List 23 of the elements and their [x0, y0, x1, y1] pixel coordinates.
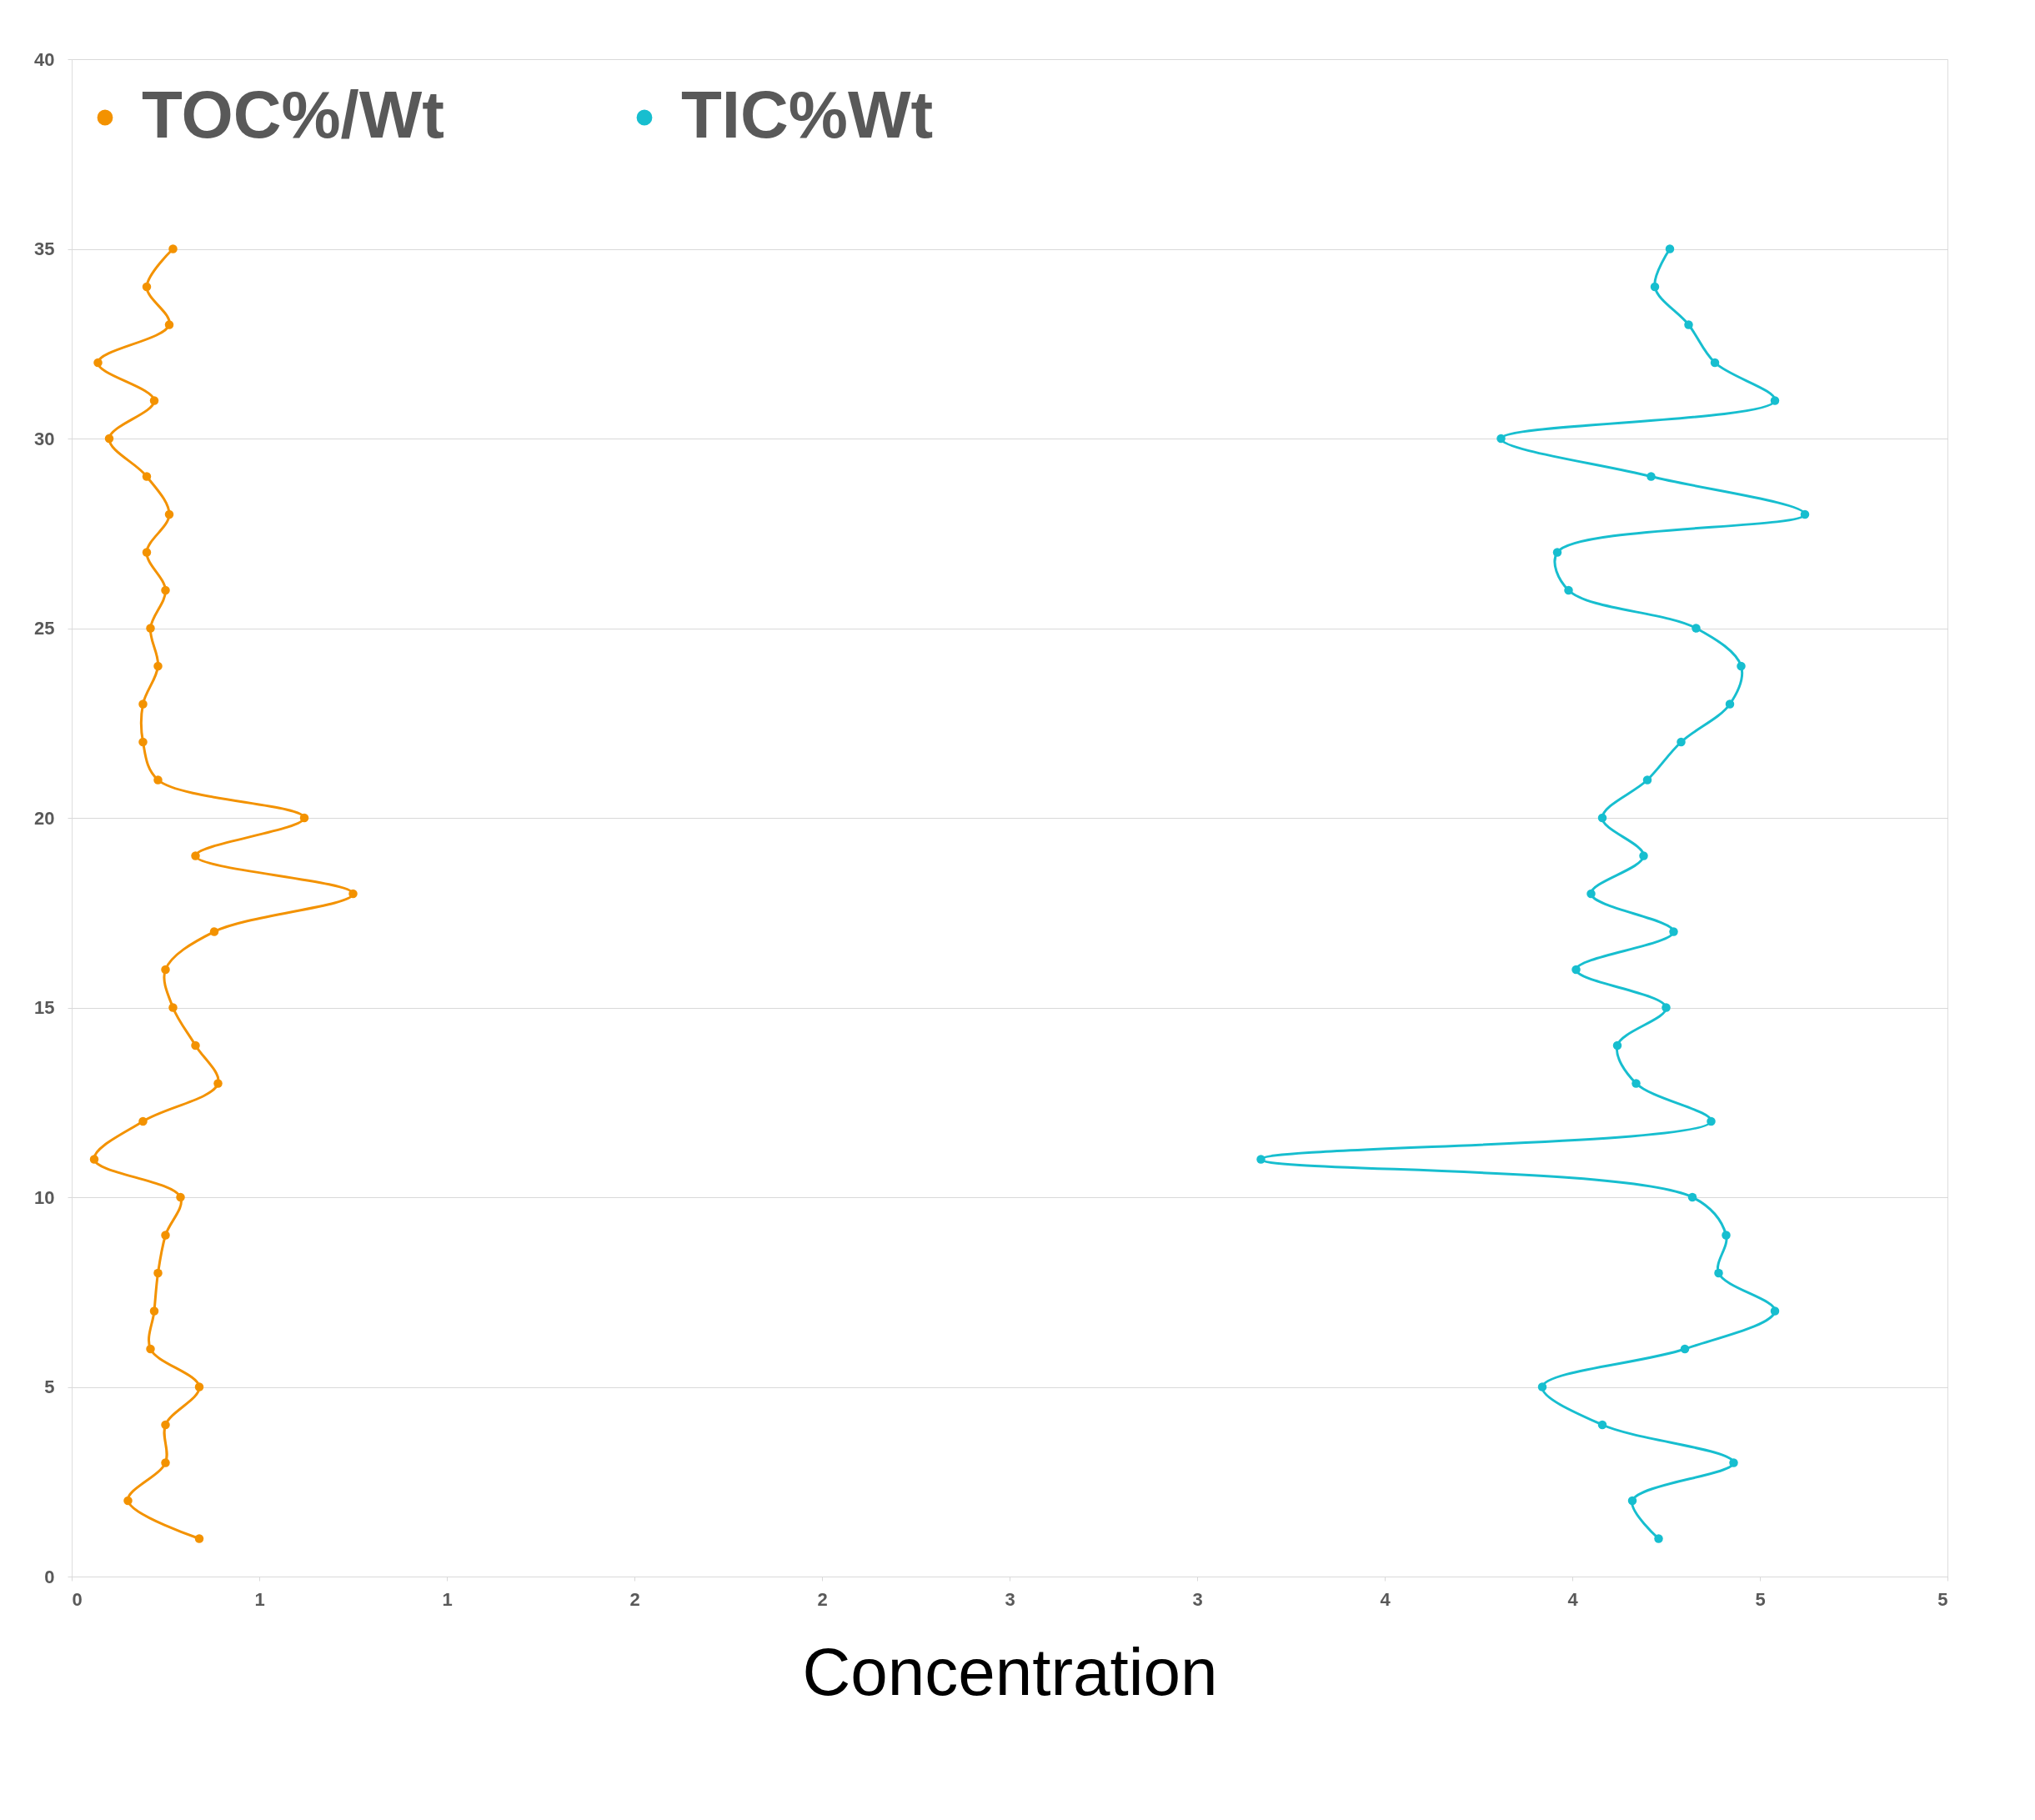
y-tick-label: 10	[34, 1186, 55, 1208]
y-tick-label: 0	[44, 1566, 55, 1587]
x-axis-title: Concentration	[802, 1634, 1218, 1709]
x-tick-label: 2	[629, 1588, 640, 1610]
x-tick-label: 3	[1005, 1588, 1015, 1610]
x-tick-label: 1	[254, 1588, 265, 1610]
x-tick-label: 2	[817, 1588, 828, 1610]
legend-label: TOC%/Wt	[142, 78, 444, 152]
y-tick-label: 40	[34, 48, 55, 70]
y-tick-label: 5	[44, 1376, 55, 1397]
x-tick-label: 4	[1567, 1588, 1579, 1610]
legend-label: TIC%Wt	[681, 78, 934, 152]
y-tick-label: 15	[34, 997, 55, 1018]
x-tick-label: 5	[1937, 1588, 1948, 1610]
y-tick-label: 30	[34, 428, 55, 449]
x-tick-label: 0	[72, 1588, 83, 1610]
y-tick-label: 35	[34, 238, 55, 259]
x-tick-label: 4	[1380, 1588, 1391, 1610]
x-tick-label: 1	[442, 1588, 453, 1610]
x-tick-label: 3	[1192, 1588, 1203, 1610]
y-tick-label: 25	[34, 618, 55, 639]
x-tick-label: 5	[1755, 1588, 1766, 1610]
y-tick-label: 20	[34, 807, 55, 829]
